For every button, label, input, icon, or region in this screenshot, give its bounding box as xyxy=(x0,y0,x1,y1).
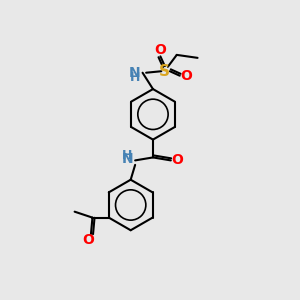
Text: O: O xyxy=(154,44,166,57)
Text: H: H xyxy=(130,71,141,84)
Text: N: N xyxy=(129,66,140,80)
Text: O: O xyxy=(82,233,94,247)
Text: S: S xyxy=(159,64,170,79)
Text: O: O xyxy=(171,153,183,167)
Text: O: O xyxy=(181,69,193,83)
Text: N: N xyxy=(122,152,133,166)
Text: H: H xyxy=(122,148,132,162)
